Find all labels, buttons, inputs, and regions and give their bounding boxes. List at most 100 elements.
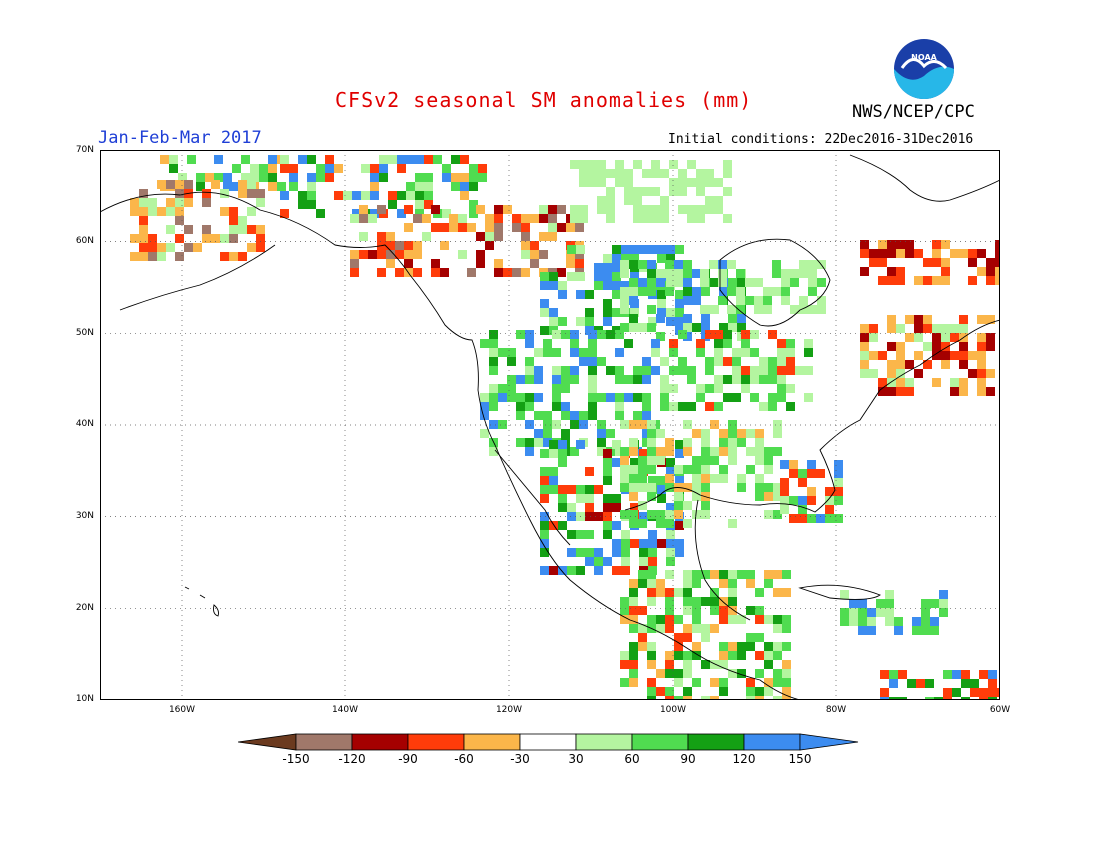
anomaly-cell (773, 420, 782, 429)
anomaly-cell (485, 241, 494, 250)
anomaly-cell (692, 615, 701, 624)
anomaly-cell (798, 505, 807, 514)
anomaly-cell (648, 317, 657, 326)
anomaly-cell (540, 272, 549, 281)
anomaly-cell (723, 357, 732, 366)
anomaly-cell (516, 411, 525, 420)
anomaly-cell (719, 429, 728, 438)
anomaly-cell (469, 209, 478, 218)
anomaly-cell (460, 182, 469, 191)
anomaly-cell (674, 669, 683, 678)
anomaly-cell (588, 357, 597, 366)
anomaly-cell (629, 510, 638, 519)
anomaly-cell (567, 530, 576, 539)
anomaly-cell (665, 624, 674, 633)
colorbar-label: -60 (454, 752, 474, 766)
anomaly-cell (540, 308, 549, 317)
anomaly-cell (961, 697, 970, 700)
anomaly-cell (705, 366, 714, 375)
anomaly-cell (959, 342, 968, 351)
anomaly-cell (968, 249, 977, 258)
anomaly-cell (941, 240, 950, 249)
anomaly-cell (710, 696, 719, 700)
anomaly-cell (480, 429, 489, 438)
anomaly-cell (647, 465, 656, 474)
anomaly-cell (687, 205, 696, 214)
anomaly-cell (656, 278, 665, 287)
anomaly-cell (642, 375, 651, 384)
anomaly-cell (570, 339, 579, 348)
colorbar-label: -150 (282, 752, 310, 766)
anomaly-cell (624, 393, 633, 402)
anomaly-cell (552, 393, 561, 402)
anomaly-cell (728, 651, 737, 660)
anomaly-cell (750, 348, 759, 357)
anomaly-cell (256, 243, 265, 252)
anomaly-cell (220, 207, 229, 216)
anomaly-cell (422, 214, 431, 223)
anomaly-cell (737, 615, 746, 624)
anomaly-cell (932, 333, 941, 342)
anomaly-cell (977, 351, 986, 360)
anomaly-cell (576, 548, 585, 557)
anomaly-cell (656, 615, 665, 624)
anomaly-cell (798, 496, 807, 505)
anomaly-cell (786, 357, 795, 366)
anomaly-cell (941, 333, 950, 342)
anomaly-cell (968, 351, 977, 360)
anomaly-cell (780, 496, 789, 505)
anomaly-cell (764, 456, 773, 465)
anomaly-cell (755, 447, 764, 456)
anomaly-cell (889, 670, 898, 679)
anomaly-cell (755, 669, 764, 678)
anomaly-cell (552, 330, 561, 339)
anomaly-cell (638, 606, 647, 615)
anomaly-cell (639, 557, 648, 566)
anomaly-cell (220, 234, 229, 243)
anomaly-cell (229, 252, 238, 261)
anomaly-cell (642, 214, 651, 223)
anomaly-cell (247, 207, 256, 216)
anomaly-cell (988, 688, 997, 697)
anomaly-cell (585, 548, 594, 557)
anomaly-cell (719, 651, 728, 660)
anomaly-cell (561, 375, 570, 384)
anomaly-cell (548, 232, 557, 241)
anomaly-cell (620, 597, 629, 606)
anomaly-cell (597, 438, 606, 447)
anomaly-cell (552, 375, 561, 384)
anomaly-cell (675, 245, 684, 254)
anomaly-cell (869, 258, 878, 267)
anomaly-cell (543, 411, 552, 420)
anomaly-cell (728, 420, 737, 429)
anomaly-cell (898, 670, 907, 679)
anomaly-cell (130, 252, 139, 261)
anomaly-cell (692, 456, 701, 465)
anomaly-cell (714, 178, 723, 187)
anomaly-cell (603, 467, 612, 476)
anomaly-cell (552, 420, 561, 429)
anomaly-cell (624, 375, 633, 384)
anomaly-cell (905, 360, 914, 369)
anomaly-cell (615, 366, 624, 375)
anomaly-cell (612, 308, 621, 317)
anomaly-cell (714, 348, 723, 357)
anomaly-cell (166, 225, 175, 234)
anomaly-cell (737, 651, 746, 660)
anomaly-cell (630, 245, 639, 254)
anomaly-cell (692, 642, 701, 651)
anomaly-cell (485, 214, 494, 223)
anomaly-cell (552, 402, 561, 411)
anomaly-cell (755, 492, 764, 501)
anomaly-cell (777, 366, 786, 375)
anomaly-cell (469, 173, 478, 182)
anomaly-cell (914, 324, 923, 333)
anomaly-cell (701, 570, 710, 579)
anomaly-cell (705, 196, 714, 205)
anomaly-cell (896, 378, 905, 387)
anomaly-cell (525, 402, 534, 411)
anomaly-cell (404, 241, 413, 250)
anomaly-cell (696, 187, 705, 196)
anomaly-cell (705, 205, 714, 214)
anomaly-cell (148, 243, 157, 252)
